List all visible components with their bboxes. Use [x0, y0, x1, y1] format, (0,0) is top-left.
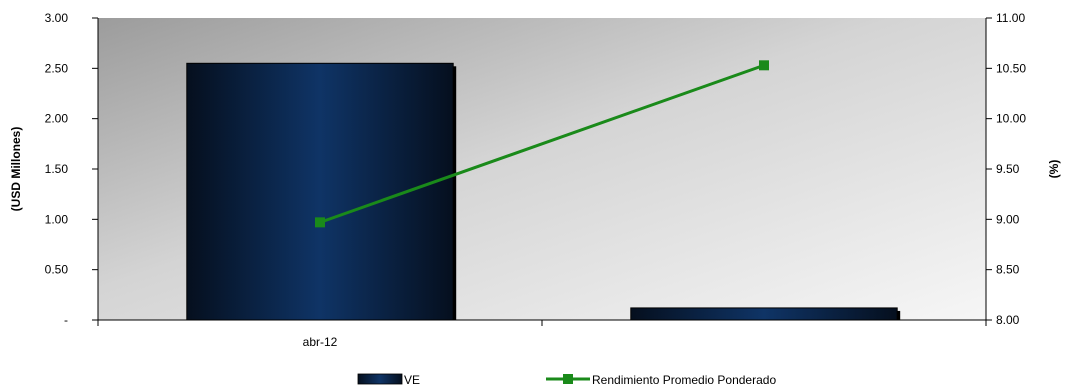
legend-marker-swatch: [563, 374, 573, 384]
y-tick-label: 0.50: [45, 263, 69, 277]
y2-axis-title: (%): [1047, 160, 1061, 179]
bar: [630, 307, 898, 321]
bar: [186, 62, 454, 321]
y2-tick-label: 9.50: [996, 162, 1020, 176]
y2-tick-label: 9.00: [996, 212, 1020, 226]
left-axis-ticks: - 0.50 1.00 1.50 2.00 2.50 3.00: [45, 11, 98, 327]
y2-tick-label: 10.50: [996, 61, 1026, 75]
x-axis-ticks: abr-12: [97, 320, 987, 349]
y2-tick-label: 10.00: [996, 112, 1026, 126]
y-tick-label: 2.50: [45, 61, 69, 75]
x-tick-label: abr-12: [303, 335, 338, 349]
y-tick-label: 1.00: [45, 212, 69, 226]
y-tick-label: 1.50: [45, 162, 69, 176]
legend: VE Rendimiento Promedio Ponderado: [357, 373, 776, 387]
y2-tick-label: 11.00: [996, 11, 1025, 25]
y-tick-label: 3.00: [45, 11, 69, 25]
y-tick-label: -: [64, 313, 68, 327]
line-series: [315, 60, 769, 228]
y-axis-title: (USD Millones): [9, 127, 23, 212]
y2-tick-label: 8.50: [996, 263, 1020, 277]
line-marker: [759, 60, 769, 71]
right-axis-ticks: 8.00 8.50 9.00 9.50 10.00 10.50 11.00: [986, 11, 1026, 327]
line-path: [319, 63, 765, 224]
y2-tick-label: 8.00: [996, 313, 1020, 327]
legend-label-rendimiento: Rendimiento Promedio Ponderado: [592, 373, 776, 387]
legend-label-ve: VE: [404, 373, 420, 387]
line-marker: [315, 217, 325, 228]
y-tick-label: 2.00: [45, 112, 69, 126]
legend-swatch-ve: [357, 373, 403, 385]
